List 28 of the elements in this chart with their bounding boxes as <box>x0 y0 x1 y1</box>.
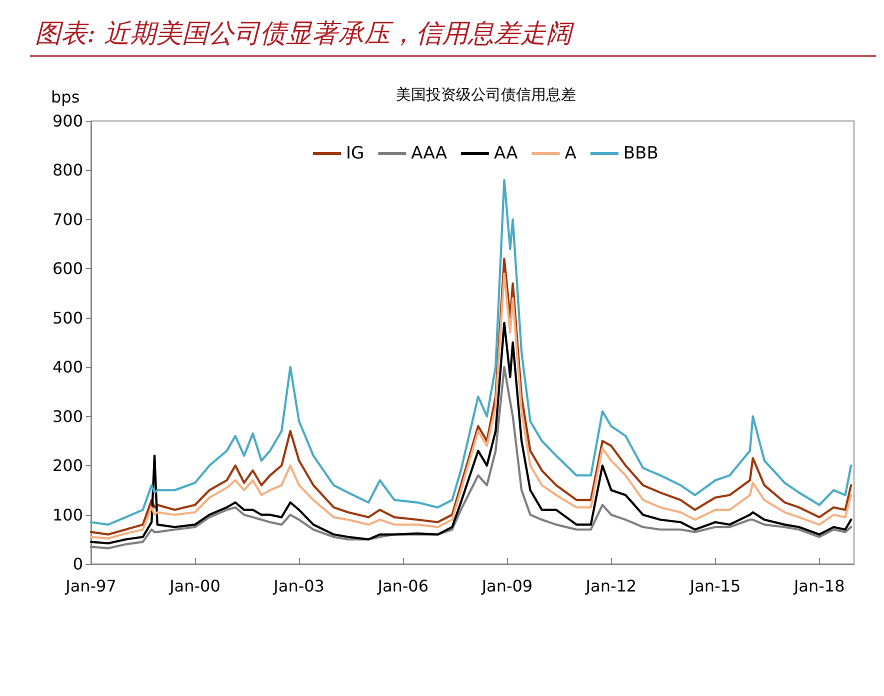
y-tick-label: 800 <box>52 160 83 180</box>
y-tick-label: 0 <box>72 554 83 574</box>
x-tick-label: Jan-06 <box>376 576 429 596</box>
chart-title: 图表: 近期美国公司债显著承压，信用息差走阔 <box>35 19 576 49</box>
y-tick-label: 500 <box>52 308 83 328</box>
x-tick-label: Jan-18 <box>792 576 845 596</box>
y-tick-label: 300 <box>52 406 83 426</box>
x-tick-label: Jan-12 <box>584 576 637 596</box>
y-tick-label: 600 <box>52 259 83 278</box>
y-tick-label: 100 <box>52 505 83 524</box>
legend-label: AAA <box>411 144 448 164</box>
x-tick-label: Jan-03 <box>272 576 324 596</box>
x-tick-label: Jan-09 <box>480 576 533 596</box>
x-tick-label: Jan-15 <box>688 576 741 596</box>
legend-label: A <box>564 144 577 164</box>
line-series <box>90 178 852 526</box>
y-axis-title: bps <box>51 88 80 106</box>
line-series <box>90 322 852 544</box>
legend-label: IG <box>346 144 364 164</box>
x-tick-label: Jan-97 <box>64 576 116 596</box>
legend-label: BBB <box>623 144 658 164</box>
y-tick-label: 900 <box>52 112 83 130</box>
chart-subtitle: 美国投资级公司债信用息差 <box>396 86 576 104</box>
y-tick-label: 700 <box>52 210 83 229</box>
legend-label: AA <box>494 144 518 164</box>
y-tick-label: 200 <box>52 456 83 476</box>
y-tick-label: 400 <box>52 358 83 377</box>
x-tick-label: Jan-00 <box>168 576 220 596</box>
